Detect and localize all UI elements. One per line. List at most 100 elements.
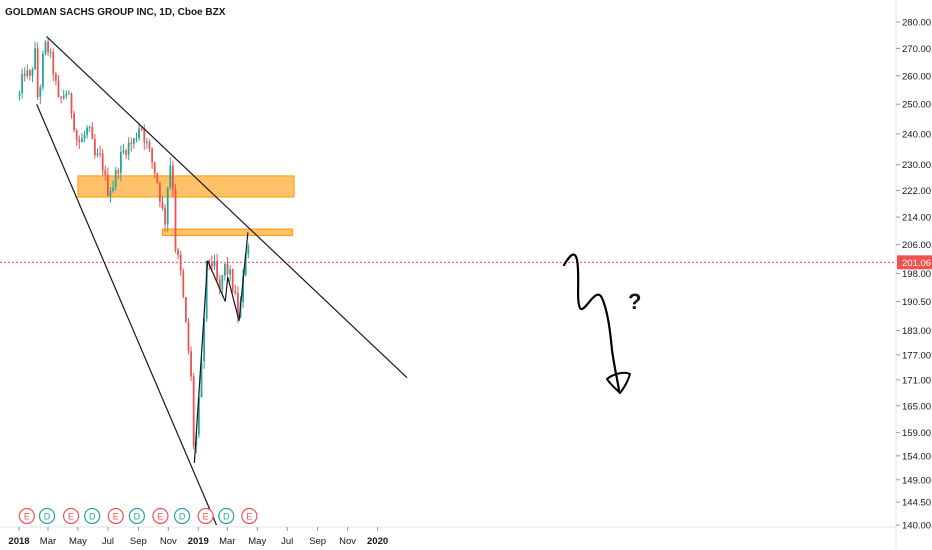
trendline-4[interactable] (224, 277, 229, 302)
earnings-marker[interactable]: E (107, 507, 124, 525)
dividend-marker[interactable]: D (84, 507, 101, 525)
dividend-marker[interactable]: D (173, 507, 191, 525)
candle (23, 67, 26, 82)
candle-body (161, 201, 164, 208)
earnings-marker[interactable]: E (62, 507, 80, 525)
event-circle (62, 507, 80, 525)
x-tick-label: Jul (281, 536, 293, 547)
earnings-marker[interactable]: E (197, 507, 214, 525)
y-tick-label: 214.00 (902, 213, 931, 224)
event-circle (197, 507, 214, 525)
candle-body (70, 93, 73, 114)
event-circle (173, 507, 191, 525)
candle-body (52, 51, 55, 75)
candle-body (223, 263, 226, 276)
y-tick-label: 154.00 (902, 451, 931, 462)
candle (67, 90, 70, 95)
candle-body (166, 187, 169, 225)
candle-body (221, 275, 224, 290)
candle-body (190, 351, 192, 377)
candle (75, 128, 78, 147)
dividend-marker[interactable]: D (218, 507, 235, 525)
candle-body (109, 190, 112, 197)
zone-rect-1[interactable] (161, 228, 294, 237)
candle (39, 84, 42, 105)
x-tick-label: Sep (130, 536, 147, 547)
candle (80, 132, 83, 143)
y-tick-label: 190.50 (902, 297, 931, 308)
trendline-6[interactable] (238, 232, 249, 321)
event-circle (107, 507, 124, 525)
earnings-marker[interactable]: E (18, 507, 35, 525)
drawings-layer (0, 35, 896, 526)
event-label: E (68, 512, 74, 522)
candle-body (96, 153, 99, 156)
candle-body (62, 95, 65, 98)
candle (62, 90, 65, 101)
candle-body (164, 207, 166, 225)
candle (65, 90, 68, 99)
candle (192, 373, 195, 450)
candle (158, 181, 161, 208)
candle (70, 92, 73, 119)
dividend-marker[interactable]: D (38, 507, 56, 525)
candle-body (39, 87, 42, 97)
down-arrow-icon (606, 371, 631, 394)
zone-rect-0[interactable] (77, 175, 295, 198)
event-circle (218, 507, 235, 525)
x-tick-label: 2018 (8, 536, 29, 547)
candle-body (216, 260, 218, 280)
trendline-2[interactable] (193, 260, 209, 463)
candle (106, 167, 109, 197)
y-tick-label: 280.00 (902, 18, 931, 29)
candle (91, 122, 94, 140)
candle (145, 137, 148, 149)
candle (221, 274, 224, 297)
candle-body (73, 113, 75, 131)
candle (174, 183, 177, 253)
candle (164, 204, 166, 232)
price-label-bg (897, 255, 932, 270)
trendline-1[interactable] (36, 104, 218, 526)
projection-squiggle[interactable] (562, 253, 621, 392)
candle-body (138, 128, 140, 139)
candle-body (156, 173, 159, 183)
candle-body (151, 148, 153, 162)
candle-body (229, 269, 231, 275)
y-tick-label: 250.00 (902, 100, 931, 111)
earnings-marker[interactable]: E (241, 507, 258, 525)
candle (234, 284, 237, 296)
candle-body (104, 170, 107, 175)
candle (203, 315, 205, 369)
y-tick-label: 159.00 (902, 428, 931, 439)
candle (216, 253, 218, 282)
candle-body (158, 182, 161, 202)
candle-body (114, 170, 117, 188)
candle-body (197, 397, 200, 435)
candle-body (47, 41, 49, 53)
candle-body (44, 41, 47, 54)
candle (112, 180, 114, 193)
x-tick-label: 2019 (188, 536, 209, 547)
trendline-3[interactable] (207, 260, 226, 302)
candle-body (177, 250, 179, 255)
trendline-0[interactable] (46, 35, 408, 379)
candle-body (36, 48, 39, 97)
candle-body (135, 138, 138, 140)
candle (78, 135, 81, 149)
candle-body (247, 246, 250, 255)
candle (52, 48, 55, 82)
candle-body (192, 376, 195, 446)
candle (182, 268, 185, 299)
trendline-5[interactable] (227, 276, 240, 321)
question-mark-annotation: ? (628, 289, 641, 314)
candle (88, 125, 91, 132)
candle (93, 134, 96, 159)
y-tick-label: 149.00 (902, 475, 931, 486)
dividend-marker[interactable]: D (128, 507, 145, 525)
candle (44, 40, 47, 56)
candle-body (231, 269, 234, 292)
earnings-marker[interactable]: E (152, 507, 169, 525)
candle (47, 38, 49, 57)
